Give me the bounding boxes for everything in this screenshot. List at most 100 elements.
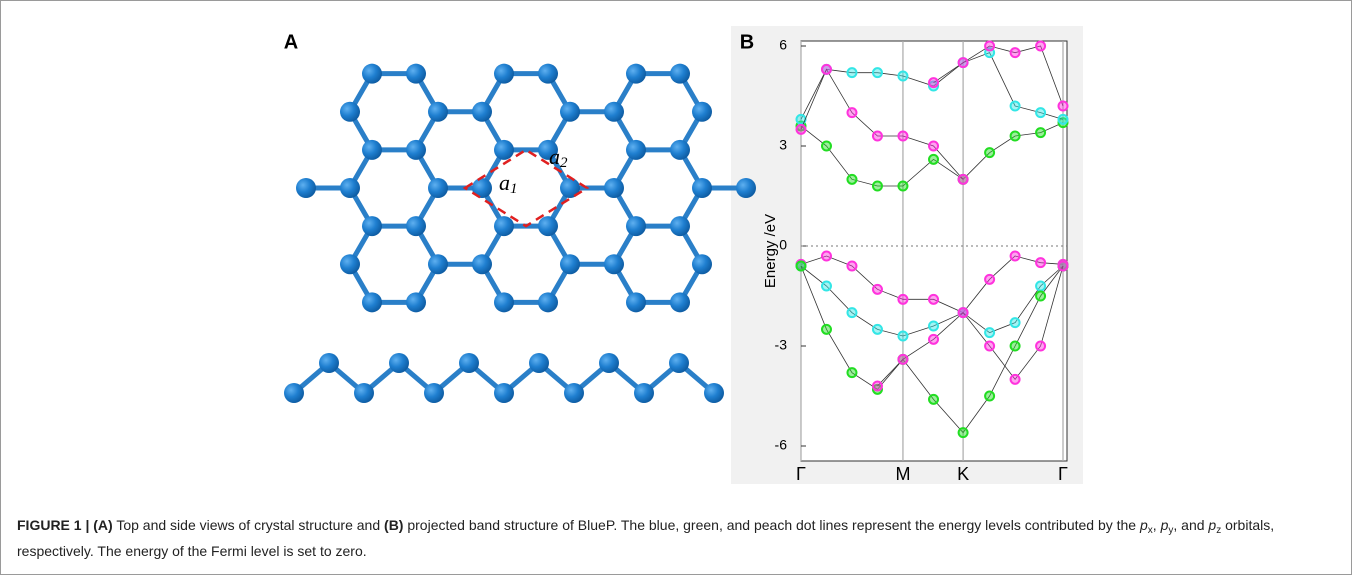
atom xyxy=(634,383,654,403)
figure-art: A B a1a2 ΓMKΓ630-3-6Energy /eV xyxy=(1,1,1352,506)
atom xyxy=(406,64,426,84)
band-point xyxy=(1036,342,1045,351)
atom xyxy=(340,178,360,198)
atom xyxy=(428,178,448,198)
band-point xyxy=(929,322,938,331)
band-point xyxy=(898,295,907,304)
band-point xyxy=(1011,318,1020,327)
band-point xyxy=(847,308,856,317)
band-point xyxy=(985,392,994,401)
band-point xyxy=(898,132,907,141)
atom xyxy=(529,353,549,373)
atom xyxy=(604,254,624,274)
band-point xyxy=(1011,375,1020,384)
atom xyxy=(389,353,409,373)
atom xyxy=(626,216,646,236)
atom xyxy=(692,102,712,122)
atom xyxy=(406,216,426,236)
atom xyxy=(704,383,724,403)
band-point xyxy=(959,175,968,184)
band-point xyxy=(898,332,907,341)
band-point xyxy=(1011,252,1020,261)
band-point xyxy=(847,368,856,377)
atom xyxy=(670,292,690,312)
atom xyxy=(494,140,514,160)
atom xyxy=(296,178,316,198)
band-point xyxy=(929,142,938,151)
band-point xyxy=(847,175,856,184)
band-point xyxy=(985,148,994,157)
atom xyxy=(494,64,514,84)
y-tick-label: 0 xyxy=(779,237,787,253)
atom xyxy=(538,216,558,236)
band-point xyxy=(1059,262,1068,271)
band-point xyxy=(1036,128,1045,137)
band-point xyxy=(873,285,882,294)
band-point xyxy=(1011,48,1020,57)
panel-label: B xyxy=(740,31,754,53)
caption-run: projected band structure of BlueP. The b… xyxy=(403,517,1140,533)
band-point xyxy=(985,275,994,284)
band-point xyxy=(822,252,831,261)
band-point xyxy=(985,328,994,337)
y-tick-label: 3 xyxy=(779,137,787,153)
atom xyxy=(626,292,646,312)
atom xyxy=(472,254,492,274)
atom xyxy=(669,353,689,373)
y-tick-label: 6 xyxy=(779,37,787,53)
band-point xyxy=(898,355,907,364)
atom xyxy=(424,383,444,403)
atom xyxy=(494,216,514,236)
atom xyxy=(472,102,492,122)
y-tick-label: -3 xyxy=(775,337,788,353)
figure: A B a1a2 ΓMKΓ630-3-6Energy /eV FIGURE 1 … xyxy=(0,0,1352,575)
panel-label: A xyxy=(284,31,298,53)
atom xyxy=(626,140,646,160)
band-point xyxy=(797,262,806,271)
band-point xyxy=(1011,342,1020,351)
band-point xyxy=(985,342,994,351)
x-tick-label: Γ xyxy=(796,464,806,484)
atom xyxy=(340,102,360,122)
lattice-vector-label: a1 xyxy=(499,170,518,197)
atom xyxy=(599,353,619,373)
atom xyxy=(354,383,374,403)
band-point xyxy=(1059,115,1068,124)
band-point xyxy=(873,325,882,334)
atom xyxy=(604,102,624,122)
band-point xyxy=(1011,132,1020,141)
atom xyxy=(670,64,690,84)
atom xyxy=(494,383,514,403)
atom xyxy=(284,383,304,403)
atom xyxy=(406,140,426,160)
caption-run: , xyxy=(1153,517,1161,533)
atom xyxy=(459,353,479,373)
atom xyxy=(560,254,580,274)
band-point xyxy=(1036,42,1045,51)
band-structure: ΓMKΓ630-3-6Energy /eV xyxy=(762,37,1068,484)
atom xyxy=(428,102,448,122)
band-point xyxy=(847,108,856,117)
band-point xyxy=(873,68,882,77)
atom xyxy=(692,178,712,198)
band-point xyxy=(822,282,831,291)
band-point xyxy=(959,58,968,67)
caption-run: p xyxy=(1140,517,1148,533)
caption-run: (B) xyxy=(384,517,403,533)
band-point xyxy=(822,65,831,74)
band-point xyxy=(929,335,938,344)
atom xyxy=(564,383,584,403)
band-point xyxy=(1036,108,1045,117)
atom xyxy=(538,292,558,312)
band-point xyxy=(873,382,882,391)
atom xyxy=(604,178,624,198)
atom xyxy=(670,216,690,236)
band-point xyxy=(873,132,882,141)
band-point xyxy=(959,308,968,317)
atom xyxy=(538,64,558,84)
band-point xyxy=(929,78,938,87)
atom xyxy=(626,64,646,84)
band-point xyxy=(929,155,938,164)
band-point xyxy=(985,42,994,51)
band-point xyxy=(1036,258,1045,267)
